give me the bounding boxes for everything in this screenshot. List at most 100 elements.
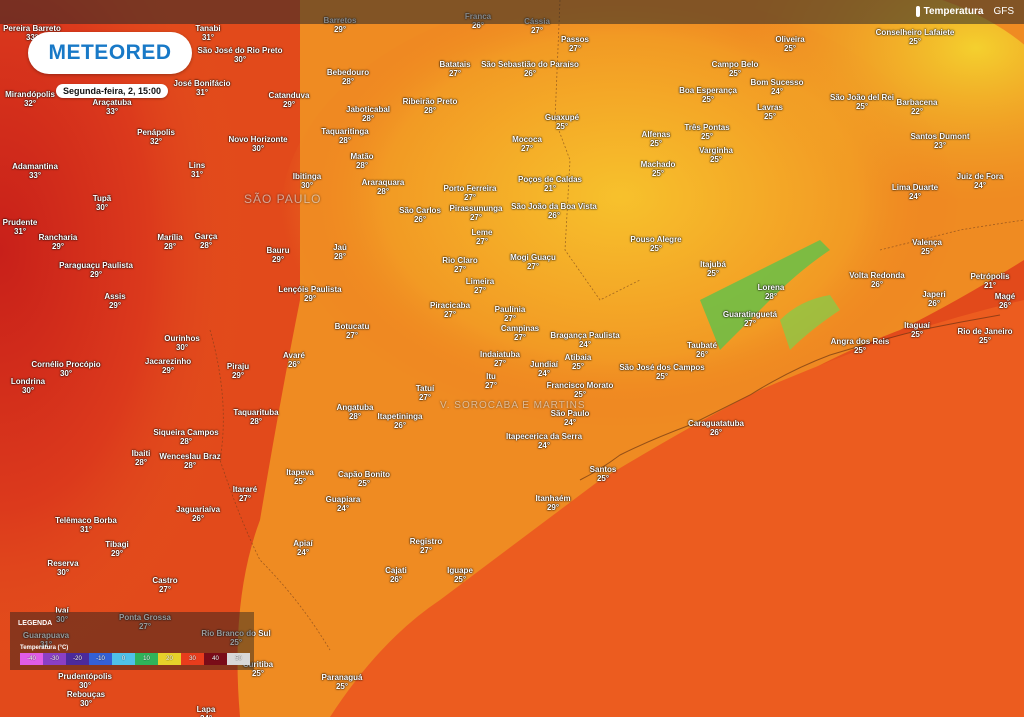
city-label[interactable]: Pouso Alegre 25° <box>630 235 681 253</box>
city-label[interactable]: Tatuí 27° <box>416 384 435 402</box>
city-label[interactable]: Alfenas 25° <box>642 130 671 148</box>
city-label[interactable]: Guaratinguetá 27° <box>723 310 777 328</box>
city-label[interactable]: Machado 25° <box>641 160 676 178</box>
city-label[interactable]: Mogi Guaçu 27° <box>510 253 556 271</box>
city-label[interactable]: São Paulo 24° <box>551 409 590 427</box>
city-label[interactable]: Ribeirão Preto 28° <box>403 97 458 115</box>
city-label[interactable]: Registro 27° <box>410 537 442 555</box>
city-label[interactable]: Capão Bonito 25° <box>338 470 390 488</box>
city-label[interactable]: Curitiba 25° <box>243 660 273 678</box>
city-label[interactable]: Penápolis 32° <box>137 128 175 146</box>
city-label[interactable]: Limeira 27° <box>466 277 494 295</box>
city-label[interactable]: Guarapuava 31° <box>23 631 69 649</box>
city-label[interactable]: Assis 29° <box>104 292 125 310</box>
city-label[interactable]: Santos 25° <box>590 465 617 483</box>
city-label[interactable]: Marília 28° <box>157 233 182 251</box>
city-label[interactable]: Santos Dumont 23° <box>910 132 969 150</box>
city-label[interactable]: Rio Branco do Sul 25° <box>201 629 270 647</box>
city-label[interactable]: Magé 26° <box>995 292 1015 310</box>
city-label[interactable]: Pirassununga 27° <box>450 204 503 222</box>
city-label[interactable]: Francisco Morato 25° <box>547 381 614 399</box>
city-label[interactable]: Angatuba 28° <box>337 403 374 421</box>
city-label[interactable]: Pereira Barreto 33° <box>3 24 61 42</box>
city-label[interactable]: Angra dos Reis 25° <box>831 337 890 355</box>
meteored-logo[interactable]: METEORED <box>28 32 192 74</box>
city-label[interactable]: Bragança Paulista 24° <box>550 331 619 349</box>
city-label[interactable]: Itaguaí 25° <box>904 321 930 339</box>
city-label[interactable]: Volta Redonda 26° <box>849 271 904 289</box>
city-label[interactable]: Atibaia 25° <box>565 353 592 371</box>
city-label[interactable]: Ivaí 30° <box>55 606 68 624</box>
city-label[interactable]: Lima Duarte 24° <box>892 183 938 201</box>
city-label[interactable]: Paraguaçu Paulista 29° <box>59 261 133 279</box>
city-label[interactable]: Petrópolis 21° <box>970 272 1009 290</box>
city-label[interactable]: Juiz de Fora 24° <box>957 172 1004 190</box>
city-label[interactable]: São Sebastião do Paraíso 26° <box>481 60 579 78</box>
city-label[interactable]: Campo Belo 25° <box>712 60 759 78</box>
city-label[interactable]: Tanabi 31° <box>195 24 220 42</box>
city-label[interactable]: Lavras 25° <box>757 103 783 121</box>
city-label[interactable]: São Carlos 26° <box>399 206 441 224</box>
city-label[interactable]: Jaú 28° <box>333 243 347 261</box>
city-label[interactable]: Ibitinga 30° <box>293 172 321 190</box>
city-label[interactable]: Wenceslau Braz 28° <box>159 452 220 470</box>
city-label[interactable]: Garça 28° <box>195 232 218 250</box>
city-label[interactable]: São José dos Campos 25° <box>619 363 704 381</box>
city-label[interactable]: Piracicaba 27° <box>430 301 470 319</box>
city-label[interactable]: Cajati 26° <box>385 566 407 584</box>
city-label[interactable]: Itanhaém 29° <box>535 494 570 512</box>
city-label[interactable]: São João del Rei 25° <box>830 93 894 111</box>
city-label[interactable]: Rio de Janeiro 25° <box>957 327 1012 345</box>
city-label[interactable]: Japeri 26° <box>922 290 946 308</box>
city-label[interactable]: Três Pontas 25° <box>684 123 729 141</box>
city-label[interactable]: Conselheiro Lafaiete 25° <box>876 28 955 46</box>
city-label[interactable]: Indaiatuba 27° <box>480 350 520 368</box>
city-label[interactable]: Ponta Grossa 27° <box>119 613 171 631</box>
city-label[interactable]: Siqueira Campos 28° <box>153 428 218 446</box>
city-label[interactable]: Telêmaco Borba 31° <box>55 516 117 534</box>
forecast-datetime[interactable]: Segunda-feira, 2, 15:00 <box>56 84 169 98</box>
city-label[interactable]: Rebouças 30° <box>67 690 105 708</box>
city-label[interactable]: Reserva 30° <box>47 559 78 577</box>
city-label[interactable]: Tibagi 29° <box>105 540 128 558</box>
city-label[interactable]: José Bonifácio 31° <box>174 79 231 97</box>
city-label[interactable]: Itapecerica da Serra 24° <box>506 432 582 450</box>
city-label[interactable]: Botucatu 27° <box>335 322 370 340</box>
city-label[interactable]: Rio Claro 27° <box>442 256 478 274</box>
city-label[interactable]: Batatais 27° <box>439 60 470 78</box>
city-label[interactable]: São José do Rio Preto 30° <box>198 46 283 64</box>
city-label[interactable]: Avaré 26° <box>283 351 305 369</box>
city-label[interactable]: Jaguariaíva 26° <box>176 505 220 523</box>
city-label[interactable]: Prudentópolis 30° <box>58 672 112 690</box>
city-label[interactable]: Guaxupé 25° <box>545 113 579 131</box>
city-label[interactable]: Valença 25° <box>912 238 942 256</box>
city-label[interactable]: Caraguatatuba 26° <box>688 419 744 437</box>
city-label[interactable]: Adamantina 33° <box>12 162 58 180</box>
city-label[interactable]: Castro 27° <box>152 576 177 594</box>
city-label[interactable]: Varginha 25° <box>699 146 733 164</box>
city-label[interactable]: Iguape 25° <box>447 566 473 584</box>
city-label[interactable]: Prudente 31° <box>3 218 38 236</box>
model-name[interactable]: GFS <box>993 6 1014 18</box>
city-label[interactable]: Lapa24° <box>197 705 216 717</box>
city-label[interactable]: Paranaguá 25° <box>322 673 363 691</box>
city-label[interactable]: Oliveira 25° <box>775 35 804 53</box>
city-label[interactable]: Taquaritinga 28° <box>321 127 368 145</box>
city-label[interactable]: Barbacena 22° <box>897 98 938 116</box>
city-label[interactable]: Novo Horizonte 30° <box>228 135 287 153</box>
city-label[interactable]: Passos 27° <box>561 35 589 53</box>
city-label[interactable]: Bom Sucesso 24° <box>751 78 804 96</box>
city-label[interactable]: Apiaí 24° <box>293 539 313 557</box>
city-label[interactable]: Taubaté 26° <box>687 341 717 359</box>
city-label[interactable]: Jaboticabal 28° <box>346 105 390 123</box>
city-label[interactable]: Araraquara 28° <box>362 178 405 196</box>
city-label[interactable]: Leme 27° <box>472 228 493 246</box>
layer-selector[interactable]: Temperatura GFS <box>915 6 1014 18</box>
city-label[interactable]: Matão 28° <box>350 152 373 170</box>
city-label[interactable]: Boa Esperança 25° <box>679 86 737 104</box>
city-label[interactable]: Piraju 29° <box>227 362 249 380</box>
city-label[interactable]: Lins 31° <box>189 161 205 179</box>
city-label[interactable]: São João da Boa Vista 26° <box>511 202 597 220</box>
city-label[interactable]: Tupã 30° <box>93 194 112 212</box>
city-label[interactable]: Araçatuba 33° <box>92 98 131 116</box>
